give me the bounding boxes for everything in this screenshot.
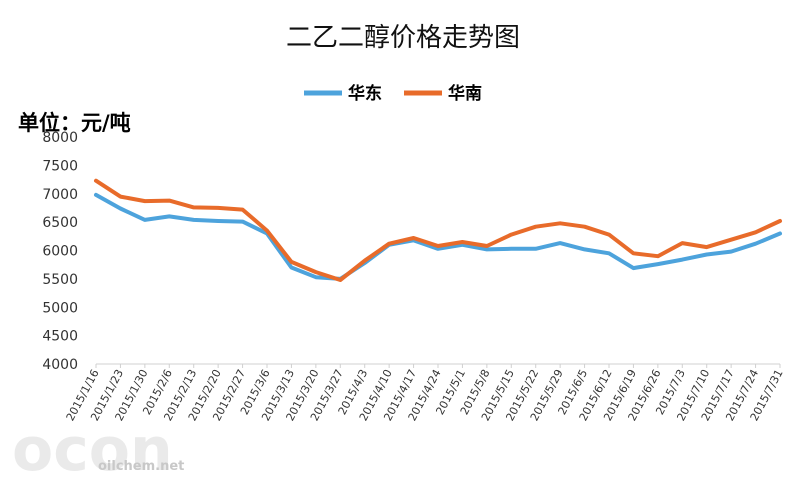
chart-title: 二乙二醇价格走势图 bbox=[286, 23, 520, 53]
y-tick-label: 5000 bbox=[42, 300, 78, 316]
watermark-site: oilchem.net bbox=[98, 459, 184, 474]
y-tick-label: 8000 bbox=[42, 130, 78, 146]
unit-label: 单位：元/吨 bbox=[18, 111, 131, 135]
legend: 华东 华南 bbox=[304, 83, 482, 104]
y-tick-label: 7500 bbox=[42, 158, 78, 174]
legend-label: 华东 bbox=[348, 83, 382, 104]
watermark: ocon oilchem.net bbox=[12, 415, 184, 485]
series-group bbox=[94, 178, 782, 282]
y-tick-label: 7000 bbox=[42, 187, 78, 203]
watermark-logo: ocon bbox=[12, 415, 173, 485]
x-axis-labels: 2015/1/162015/1/232015/1/302015/2/62015/… bbox=[64, 364, 786, 423]
series-line-huadong bbox=[94, 192, 782, 281]
y-tick-label: 4500 bbox=[42, 329, 78, 345]
y-tick-label: 4000 bbox=[42, 357, 78, 373]
y-tick-label: 6000 bbox=[42, 244, 78, 260]
y-axis: 4000 4500 5000 5500 6000 6500 7000 7500 8000 bbox=[42, 130, 78, 373]
y-tick-label: 6500 bbox=[42, 215, 78, 231]
series-line-huanan bbox=[94, 178, 782, 282]
legend-label: 华南 bbox=[448, 83, 482, 104]
y-tick-label: 5500 bbox=[42, 272, 78, 288]
